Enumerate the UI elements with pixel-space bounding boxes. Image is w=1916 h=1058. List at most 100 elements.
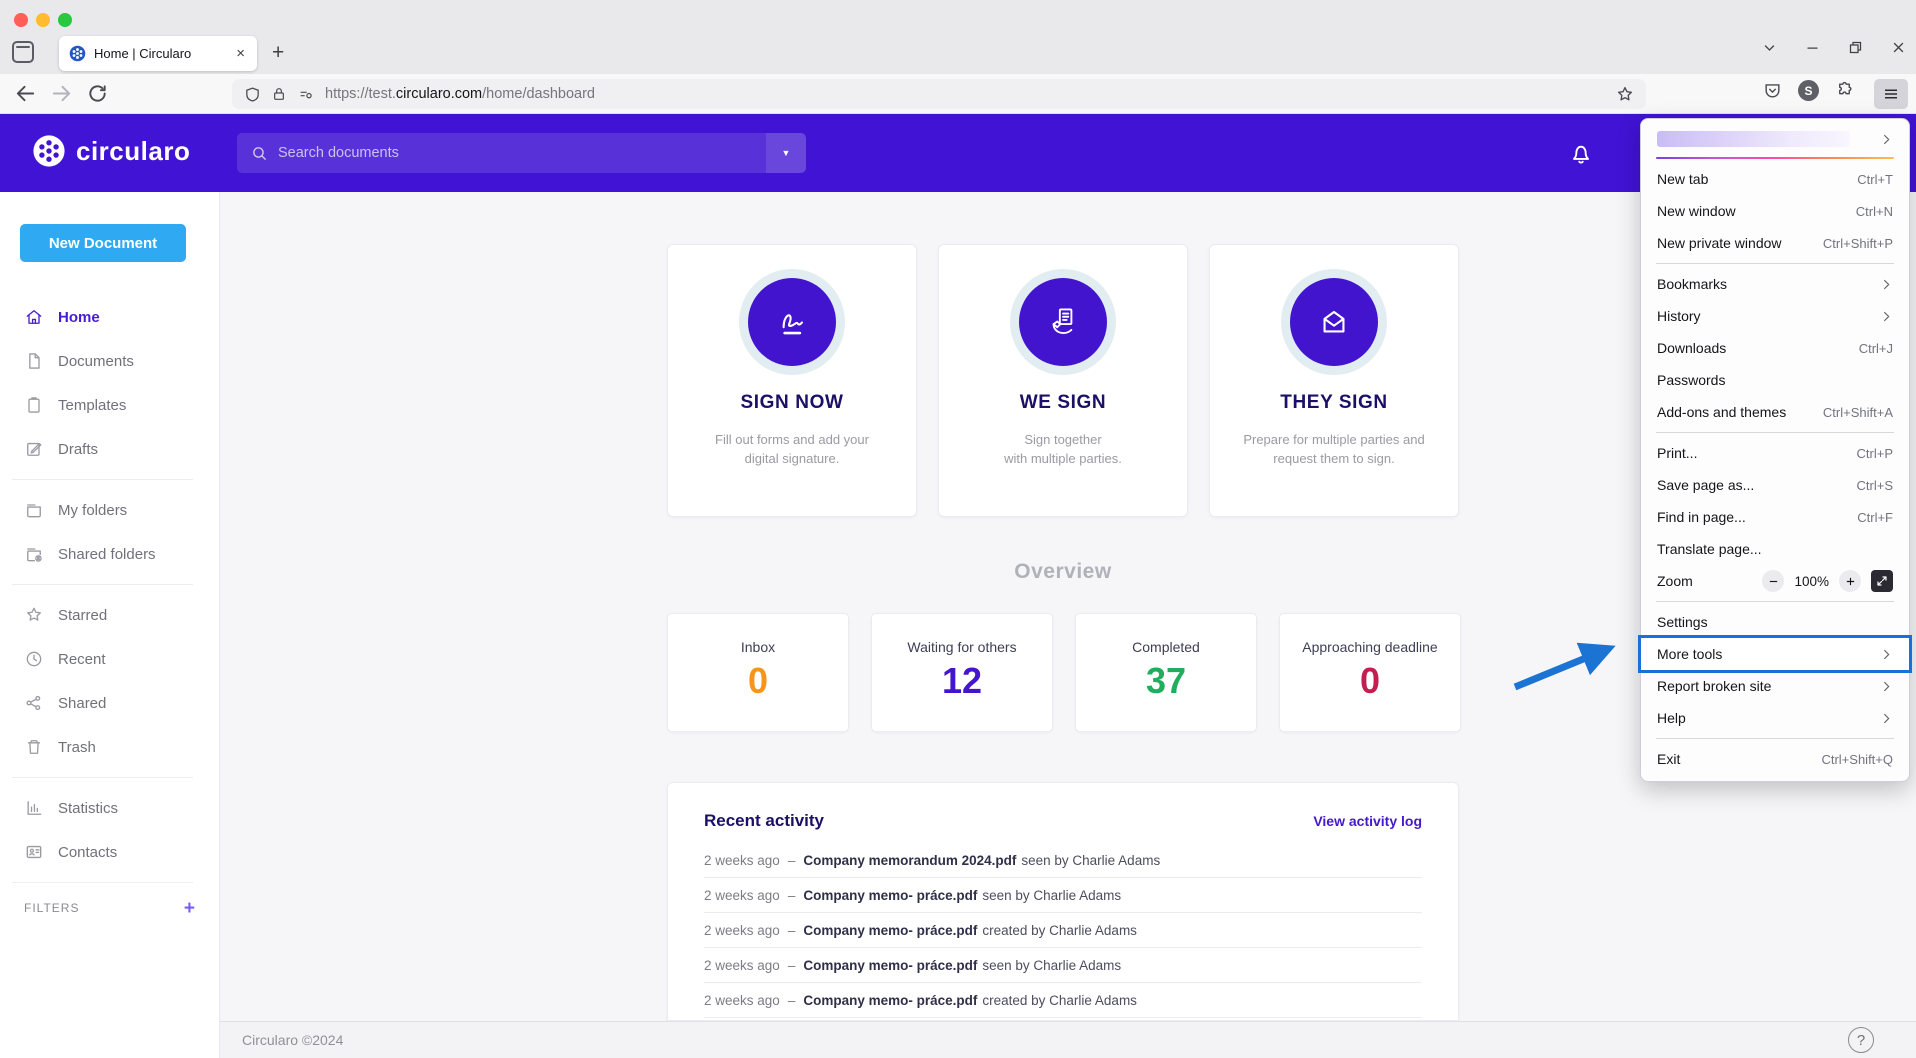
menu-item-find-in-page[interactable]: Find in page... Ctrl+F [1641, 501, 1909, 533]
activity-row[interactable]: 2 weeks ago – Company memo- práce.pdf creat… [704, 913, 1422, 948]
sidebar-item-statistics[interactable]: Statistics [0, 786, 219, 830]
notifications-bell-icon[interactable] [1568, 140, 1594, 166]
lock-icon[interactable] [271, 86, 287, 102]
they-sign-card[interactable]: THEY SIGN Prepare for multiple parties a… [1209, 244, 1459, 517]
hand-document-icon [1052, 308, 1073, 334]
window-minimize-icon[interactable] [1805, 40, 1820, 55]
bookmark-star-icon[interactable] [1616, 85, 1634, 103]
stat-waiting-for-others[interactable]: Waiting for others 12 [871, 613, 1053, 732]
circularo-logo[interactable]: circularo [32, 134, 190, 168]
sidebar-item-home[interactable]: Home [0, 295, 219, 339]
template-clipboard-icon [28, 397, 40, 413]
macos-zoom-button[interactable] [58, 13, 72, 27]
extensions-puzzle-icon[interactable] [1835, 81, 1854, 100]
stat-label: Approaching deadline [1302, 639, 1438, 655]
sign-now-card[interactable]: SIGN NOW Fill out forms and add your dig… [667, 244, 917, 517]
brand-name: circularo [76, 135, 191, 166]
sidebar-divider [12, 479, 193, 480]
activity-dash: – [787, 957, 796, 973]
activity-action: created by Charlie Adams [982, 922, 1137, 938]
menu-item-report-broken-site[interactable]: Report broken site [1641, 670, 1909, 702]
menu-item-passwords[interactable]: Passwords [1641, 364, 1909, 396]
menu-item-help[interactable]: Help [1641, 702, 1909, 734]
menu-item-settings[interactable]: Settings [1641, 606, 1909, 638]
activity-row[interactable]: 2 weeks ago – Company memorandum 2024.pdf s… [704, 843, 1422, 878]
caret-down-icon: ▼ [781, 148, 791, 158]
app-footer: Circularo ©2024 ? [220, 1021, 1916, 1058]
sidebar-item-templates[interactable]: Templates [0, 383, 219, 427]
sidebar-item-label: Shared folders [58, 545, 156, 563]
permissions-icon[interactable] [297, 86, 315, 102]
menu-item-label: History [1657, 308, 1701, 324]
menu-item-print[interactable]: Print... Ctrl+P [1641, 437, 1909, 469]
menu-item-exit[interactable]: Exit Ctrl+Shift+Q [1641, 743, 1909, 775]
menu-item-history[interactable]: History [1641, 300, 1909, 332]
sidebar-item-label: Documents [58, 352, 134, 370]
new-document-button[interactable]: New Document [20, 224, 186, 262]
activity-row[interactable]: 2 weeks ago – Company memo- práce.pdf creat… [704, 983, 1422, 1018]
macos-close-button[interactable] [14, 13, 28, 27]
browser-tab[interactable]: Home | Circularo × [59, 36, 257, 71]
menu-item-downloads[interactable]: Downloads Ctrl+J [1641, 332, 1909, 364]
sidebar-item-label: Starred [58, 606, 108, 624]
menu-item-new-tab[interactable]: New tab Ctrl+T [1641, 163, 1909, 195]
sync-gradient-divider [1656, 157, 1894, 159]
url-bar[interactable]: https://test.circularo.com/home/dashboar… [232, 79, 1646, 109]
account-avatar[interactable]: S [1798, 80, 1819, 101]
sidebar-item-trash[interactable]: Trash [0, 725, 219, 769]
menu-item-bookmarks[interactable]: Bookmarks [1641, 268, 1909, 300]
menu-item-more-tools[interactable]: More tools [1638, 635, 1912, 673]
menu-item-translate-page[interactable]: Translate page... [1641, 533, 1909, 565]
tracking-shield-icon[interactable] [244, 86, 261, 103]
menu-item-new-window[interactable]: New window Ctrl+N [1641, 195, 1909, 227]
view-activity-log-link[interactable]: View activity log [1313, 813, 1422, 829]
stat-label: Completed [1132, 639, 1200, 655]
new-tab-button[interactable]: + [272, 41, 285, 64]
zoom-out-button[interactable] [1762, 570, 1785, 592]
stat-approaching-deadline[interactable]: Approaching deadline 0 [1279, 613, 1461, 732]
fullscreen-button[interactable] [1871, 570, 1893, 592]
hamburger-menu-button[interactable] [1874, 79, 1908, 109]
zoom-in-button[interactable] [1839, 570, 1861, 592]
firefox-view-icon[interactable] [12, 41, 34, 63]
sidebar-item-documents[interactable]: Documents [0, 339, 219, 383]
sidebar-item-shared-folders[interactable]: Shared folders [0, 532, 219, 576]
search-dropdown-button[interactable]: ▼ [766, 133, 806, 173]
stat-completed[interactable]: Completed 37 [1075, 613, 1257, 732]
help-button[interactable]: ? [1848, 1027, 1874, 1053]
menu-item-save-page-as[interactable]: Save page as... Ctrl+S [1641, 469, 1909, 501]
url-text: https://test.circularo.com/home/dashboar… [325, 86, 1616, 102]
search-input[interactable] [278, 145, 792, 161]
firefox-account-item[interactable] [1641, 125, 1909, 153]
sidebar-item-contacts[interactable]: Contacts [0, 830, 219, 874]
activity-action: seen by Charlie Adams [1021, 852, 1161, 868]
clock-icon [26, 651, 42, 667]
menu-item-new-private-window[interactable]: New private window Ctrl+Shift+P [1641, 227, 1909, 259]
activity-row[interactable]: 2 weeks ago – Company memo- práce.pdf seen … [704, 878, 1422, 913]
sidebar-item-my-folders[interactable]: My folders [0, 488, 219, 532]
we-sign-card[interactable]: WE SIGN Sign together with multiple part… [938, 244, 1188, 517]
back-icon[interactable] [14, 82, 37, 105]
forward-icon[interactable] [50, 82, 73, 105]
macos-minimize-button[interactable] [36, 13, 50, 27]
stat-inbox[interactable]: Inbox 0 [667, 613, 849, 732]
sidebar-item-recent[interactable]: Recent [0, 637, 219, 681]
list-all-tabs-icon[interactable] [1762, 40, 1777, 55]
tab-close-icon[interactable]: × [236, 45, 245, 62]
stat-value: 0 [747, 660, 769, 701]
menu-item-addons-themes[interactable]: Add-ons and themes Ctrl+Shift+A [1641, 396, 1909, 428]
window-restore-icon[interactable] [1848, 40, 1863, 55]
activity-action: seen by Charlie Adams [982, 887, 1122, 903]
they-sign-circle [1290, 278, 1378, 366]
sidebar-item-shared[interactable]: Shared [0, 681, 219, 725]
add-filter-button[interactable]: + [183, 897, 195, 919]
pocket-icon[interactable] [1763, 81, 1782, 100]
reload-icon[interactable] [86, 82, 109, 105]
window-close-icon[interactable] [1891, 40, 1906, 55]
activity-row[interactable]: 2 weeks ago – Company memo- práce.pdf seen … [704, 948, 1422, 983]
activity-time: 2 weeks ago [704, 852, 780, 868]
sidebar-item-starred[interactable]: Starred [0, 593, 219, 637]
document-search-bar[interactable]: ▼ [237, 133, 806, 173]
activity-file: Company memo- práce.pdf [803, 922, 978, 938]
sidebar-item-drafts[interactable]: Drafts [0, 427, 219, 471]
